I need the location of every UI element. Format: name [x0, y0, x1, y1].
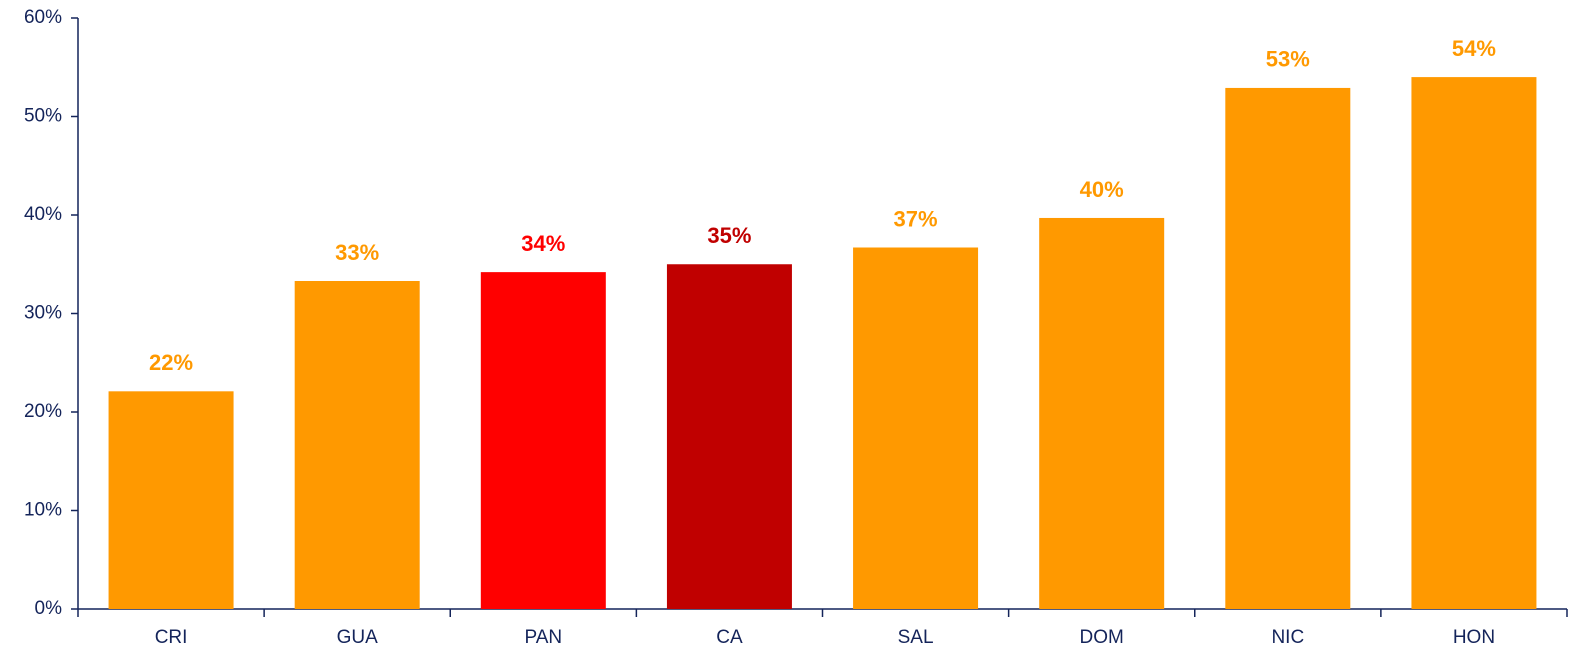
x-tick-label: GUA	[337, 627, 379, 648]
y-tick-label: 60%	[24, 7, 62, 28]
value-label: 53%	[1266, 47, 1310, 72]
bar	[853, 247, 979, 609]
y-tick-label: 30%	[24, 303, 62, 324]
bar	[294, 280, 420, 609]
value-label: 33%	[335, 240, 379, 265]
x-tick-label: DOM	[1080, 627, 1124, 648]
bar	[1039, 217, 1165, 609]
y-tick-label: 10%	[24, 500, 62, 521]
value-label: 54%	[1452, 36, 1496, 61]
y-tick-label: 50%	[24, 106, 62, 127]
x-tick-label: HON	[1453, 627, 1495, 648]
value-label: 40%	[1080, 177, 1124, 202]
bar	[480, 272, 606, 609]
bar	[666, 264, 792, 609]
bar	[1411, 77, 1537, 610]
x-tick-label: NIC	[1271, 627, 1304, 648]
value-label: 37%	[894, 206, 938, 231]
y-tick-label: 0%	[35, 598, 63, 619]
x-tick-label: SAL	[898, 627, 934, 648]
y-tick-label: 40%	[24, 204, 62, 225]
bar	[1225, 87, 1351, 609]
x-tick-label: PAN	[524, 627, 562, 648]
x-tick-label: CA	[716, 627, 743, 648]
value-label: 35%	[707, 223, 751, 248]
y-tick-label: 20%	[24, 401, 62, 422]
bar	[108, 391, 234, 609]
x-tick-label: CRI	[155, 627, 188, 648]
value-label: 22%	[149, 350, 193, 375]
value-label: 34%	[521, 231, 565, 256]
